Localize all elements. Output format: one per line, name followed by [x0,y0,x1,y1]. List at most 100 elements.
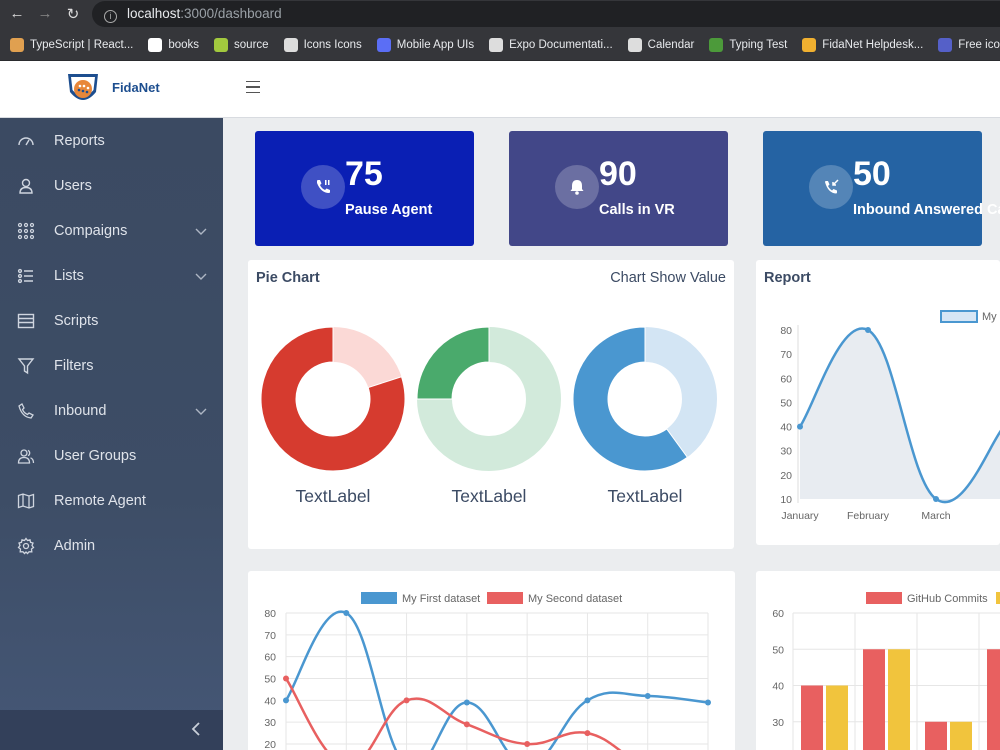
datasets-line-chart: 20 30 40 50 60 70 80 My First dataset My Second … [264,592,711,750]
donut-value-arc [572,326,689,472]
bookmark-item[interactable]: TypeScript | React... [10,28,134,60]
bookmark-item[interactable]: FidaNet Helpdesk... [802,28,924,60]
bar [826,685,848,750]
y-tick-label: 40 [264,695,276,707]
y-tick-label: 40 [772,681,784,693]
data-point [584,730,591,737]
pie-chart-card: Pie Chart Chart Show Value TextLabel Tex… [248,260,734,549]
fidanet-logo-icon [68,74,98,100]
donut-label: TextLabel [607,486,683,506]
bookmark-label: Expo Documentati... [509,38,613,51]
data-point [283,675,289,682]
y-tick-label: 30 [772,717,784,729]
y-tick-label: 50 [264,674,276,686]
address-bar[interactable]: i localhost:3000/dashboard [92,1,1000,27]
back-icon[interactable]: ← [9,5,25,22]
url-host: localhost [127,6,181,21]
user-icon [17,177,35,195]
data-point [403,697,410,704]
bookmark-favicon-icon [627,37,642,52]
y-tick-label: 50 [780,397,792,409]
sidebar-item-remote-agent[interactable]: Remote Agent [0,478,223,523]
bookmark-favicon-icon [148,37,163,52]
y-tick-label: 20 [264,739,276,750]
bookmark-item[interactable]: Free icons [938,28,1000,60]
donut-value-arc [416,326,490,400]
bookmark-item[interactable]: books [148,28,199,60]
data-point [705,699,711,706]
chart-show-value-link[interactable]: Chart Show Value [610,270,726,286]
bookmark-item[interactable]: Icons Icons [283,28,362,60]
reload-icon[interactable]: ↻ [66,6,80,23]
sidebar-item-inbound[interactable]: Inbound [0,388,223,433]
forward-icon[interactable]: → [37,5,53,22]
sidebar-item-filters[interactable]: Filters [0,343,223,388]
y-tick-label: 20 [780,470,792,482]
legend-label: My Second dataset [528,593,622,605]
line-chart-card: 20 30 40 50 60 70 80 My First dataset My Second … [248,571,735,750]
legend-swatch [940,310,978,323]
phone-incoming-icon [809,165,853,209]
chevron-down-icon [195,224,207,240]
bookmark-item[interactable]: Mobile App UIs [376,28,475,60]
bell-icon [555,165,599,209]
phone-icon [17,402,35,420]
sidebar-item-label: Scripts [54,312,99,329]
bar [888,649,910,750]
bookmark-item[interactable]: source [214,28,269,60]
bar [863,649,885,750]
sidebar-item-user-groups[interactable]: User Groups [0,433,223,478]
sidebar-item-admin[interactable]: Admin [0,523,223,568]
stat-label: Pause Agent [345,202,433,218]
brand-name: FidaNet [112,80,160,95]
browser-toolbar: ← → ↻ i localhost:3000/dashboard [0,0,1000,28]
bookmark-favicon-icon [214,37,229,52]
menu-toggle-icon[interactable] [246,81,260,93]
sidebar-collapse-icon[interactable] [191,722,201,736]
bookmark-item[interactable]: Expo Documentati... [489,28,613,60]
y-tick-label: 70 [780,349,792,361]
y-tick-label: 60 [772,608,784,620]
bookmark-label: Mobile App UIs [396,38,475,51]
sidebar-item-users[interactable]: Users [0,163,223,208]
sidebar-item-compaigns[interactable]: Compaigns [0,208,223,253]
bar [987,649,1000,750]
bookmark-label: TypeScript | React... [30,38,134,51]
donut-label: TextLabel [295,486,371,506]
sidebar-item-label: Users [54,177,92,194]
bookmark-favicon-icon [802,37,817,52]
map-icon [17,492,35,510]
donut-chart-2 [416,326,561,471]
bookmark-label: Calendar [647,38,695,51]
bookmark-item[interactable]: Calendar [627,28,695,60]
phone-pause-icon [301,165,345,209]
card-title: Pie Chart [256,270,320,286]
report-line-chart: 1020304050607080JanuaryFebruaryMarchAMy … [780,310,1000,522]
bar-chart-card: 2030405060GitHub Commits [756,571,1000,750]
sidebar: Reports Users Compaigns Lists Scripts Filters… [0,118,223,750]
sidebar-item-reports[interactable]: Reports [0,118,223,163]
data-point [463,721,470,728]
stat-label: Inbound Answered Calls [853,202,1000,218]
bookmark-label: FidaNet Helpdesk... [822,38,924,51]
bookmark-label: Icons Icons [303,38,362,51]
legend-label: My First dataset [402,593,480,605]
bookmark-favicon-icon [938,37,953,52]
donut-value-arc [260,326,406,472]
legend-label: GitHub Commits [907,593,988,605]
series-line [284,677,622,750]
y-tick-label: 60 [264,652,276,664]
bookmark-item[interactable]: Typing Test [709,28,787,60]
series-line [284,610,709,750]
sidebar-item-scripts[interactable]: Scripts [0,298,223,343]
data-point [463,699,470,706]
document-icon [17,312,35,330]
site-info-icon[interactable]: i [104,10,117,23]
x-tick-label: February [847,510,890,522]
y-tick-label: 10 [780,494,792,506]
bookmark-favicon-icon [283,37,298,52]
list-icon [17,267,35,285]
bookmark-label: source [234,38,269,51]
report-card: Report 10 20 30 40 50 60 70 80 January February Ma… [756,260,1000,545]
sidebar-item-lists[interactable]: Lists [0,253,223,298]
